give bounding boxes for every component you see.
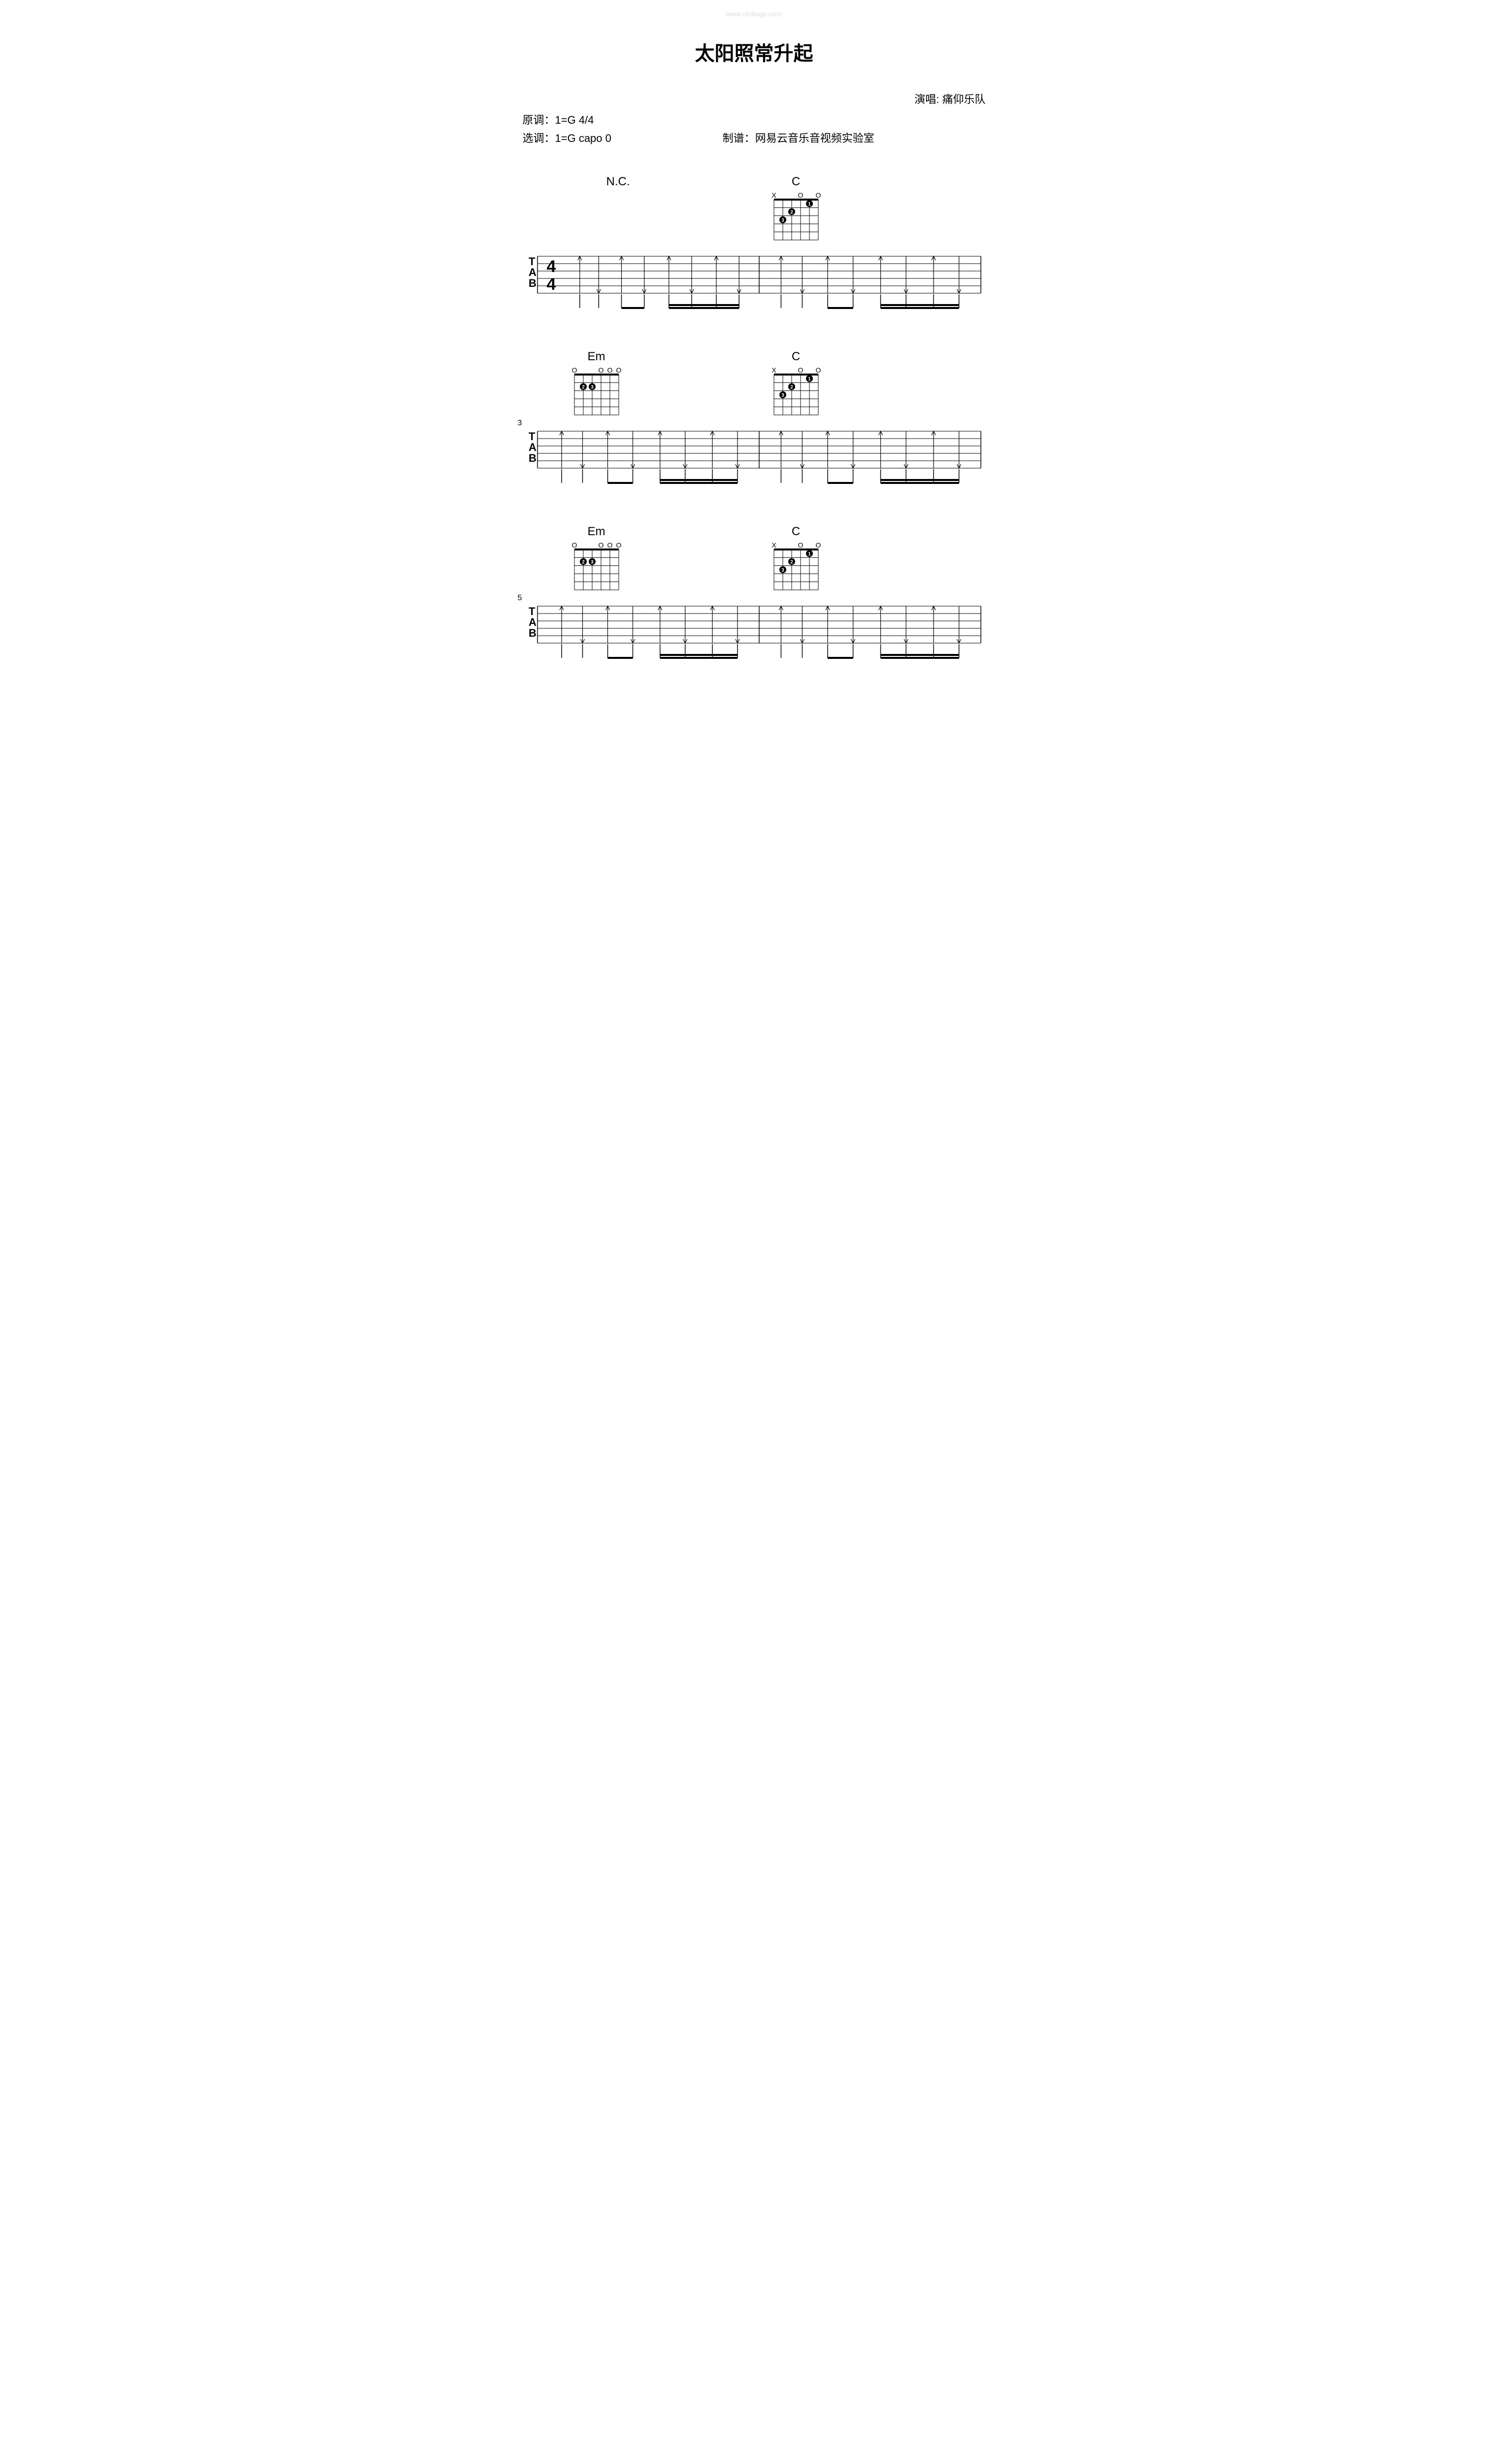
chord-diagram: CX O O1 2 3 — [769, 350, 823, 422]
key-info: 原调：1=G 4/4 — [523, 111, 594, 127]
svg-text:3: 3 — [591, 385, 594, 390]
key-value: 1=G 4/4 — [555, 114, 594, 126]
chord-diagram: EmOOOO23 — [570, 525, 624, 597]
capo-value: 1=G capo 0 — [555, 132, 611, 144]
svg-text:4: 4 — [546, 257, 556, 276]
svg-text:O: O — [598, 541, 603, 549]
svg-text:3: 3 — [781, 218, 784, 223]
svg-text:O: O — [598, 366, 603, 374]
svg-text:B: B — [529, 627, 536, 639]
chord-name: N.C. — [606, 175, 630, 189]
watermark: www.otokage.com — [523, 10, 986, 18]
svg-text:O: O — [571, 541, 577, 549]
svg-text:X: X — [771, 191, 776, 199]
artist-label: 演唱: — [914, 93, 939, 105]
svg-text:3: 3 — [591, 560, 594, 565]
chord-diagram: EmOOOO23 — [570, 350, 624, 422]
svg-text:1: 1 — [808, 376, 811, 382]
svg-text:O: O — [815, 191, 821, 199]
chord-grid: OOOO23 — [570, 541, 624, 595]
transcriber-info: 制谱：网易云音乐音视频实验室 — [611, 130, 986, 145]
capo-info: 选调：1=G capo 0 — [523, 130, 611, 145]
svg-text:O: O — [616, 541, 621, 549]
chord-name: Em — [570, 350, 624, 364]
svg-text:O: O — [815, 366, 821, 374]
chord-row: EmOOOO23CXOO123 — [523, 350, 986, 424]
svg-text:B: B — [529, 277, 536, 289]
transcriber-label: 制谱： — [723, 132, 755, 144]
tab-system: 5EmOOOO23CXOO123TAB — [523, 525, 986, 670]
chord-diagram: CX O O1 2 3 — [769, 175, 823, 247]
capo-label: 选调： — [523, 132, 555, 144]
svg-text:X: X — [771, 541, 776, 549]
svg-text:4: 4 — [546, 275, 556, 294]
tab-system: N.C. CX O O1 2 3 TAB44 — [523, 175, 986, 320]
svg-text:X: X — [771, 366, 776, 374]
svg-text:1: 1 — [808, 202, 811, 207]
chord-name: Em — [570, 525, 624, 539]
chord-grid: X O O1 2 3 — [769, 191, 823, 245]
tab-staff: TAB — [523, 426, 986, 495]
svg-text:O: O — [571, 366, 577, 374]
song-title: 太阳照常升起 — [523, 37, 986, 66]
chord-diagram: N.C. — [606, 175, 630, 191]
chord-name: C — [769, 175, 823, 189]
bar-number: 5 — [518, 594, 522, 603]
chord-grid: OOOO23 — [570, 366, 624, 420]
svg-text:O: O — [798, 366, 803, 374]
svg-text:3: 3 — [781, 393, 784, 398]
chord-diagram: CX O O1 2 3 — [769, 525, 823, 597]
svg-text:O: O — [607, 541, 612, 549]
tab-staff: TAB44 — [523, 251, 986, 320]
svg-text:O: O — [616, 366, 621, 374]
tab-system: 3EmOOOO23CXOO123TAB — [523, 350, 986, 495]
svg-text:2: 2 — [582, 560, 585, 565]
svg-text:O: O — [798, 191, 803, 199]
svg-text:2: 2 — [790, 210, 793, 215]
chord-name: C — [769, 525, 823, 539]
chord-name: C — [769, 350, 823, 364]
svg-text:O: O — [798, 541, 803, 549]
svg-text:2: 2 — [790, 385, 793, 390]
transcriber-name: 网易云音乐音视频实验室 — [755, 132, 874, 144]
bar-number: 3 — [518, 419, 522, 428]
svg-text:B: B — [529, 452, 536, 464]
svg-text:2: 2 — [582, 385, 585, 390]
svg-text:2: 2 — [790, 560, 793, 565]
tab-staff: TAB — [523, 601, 986, 670]
chord-grid: X O O1 2 3 — [769, 541, 823, 595]
svg-text:O: O — [815, 541, 821, 549]
svg-text:1: 1 — [808, 551, 811, 557]
artist-line: 演唱: 痛仰乐队 — [914, 91, 985, 106]
key-label: 原调： — [523, 114, 555, 126]
svg-text:O: O — [607, 366, 612, 374]
svg-text:3: 3 — [781, 568, 784, 573]
artist-name: 痛仰乐队 — [942, 93, 985, 105]
chord-row: N.C. CX O O1 2 3 — [523, 175, 986, 249]
chord-grid: X O O1 2 3 — [769, 366, 823, 420]
chord-row: EmOOOO23CXOO123 — [523, 525, 986, 599]
